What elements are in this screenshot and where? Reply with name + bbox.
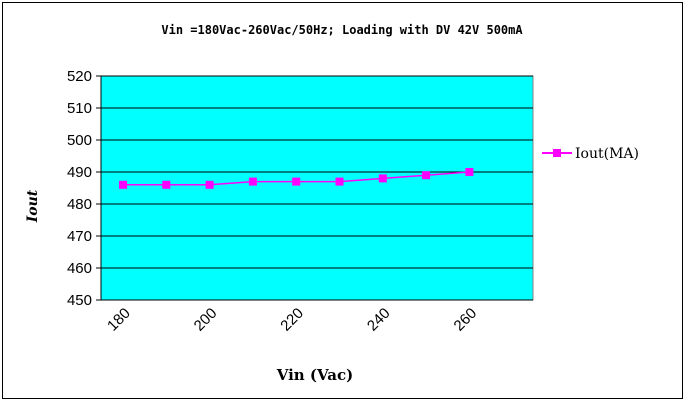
x-tick-label: 180 [104,305,134,335]
legend-label: Iout(MA) [575,146,639,162]
y-tick-label: 460 [67,260,92,277]
x-tick-label: 260 [451,305,481,335]
chart: Vin =180Vac-260Vac/50Hz; Loading with DV… [25,23,639,384]
data-point [248,177,257,186]
data-point [119,180,127,189]
data-point [465,168,474,176]
plot-area [100,75,534,301]
y-tick-label: 510 [67,100,92,117]
y-tick-label: 470 [67,228,92,245]
chart-title: Vin =180Vac-260Vac/50Hz; Loading with DV… [161,23,523,37]
chart-frame: Vin =180Vac-260Vac/50Hz; Loading with DV… [2,2,683,399]
y-axis-label: Iout [25,189,41,223]
grid-lines [100,75,533,301]
data-point [162,180,171,189]
legend: Iout(MA) [542,146,639,162]
y-tick-label: 450 [67,292,92,309]
y-axis-ticks: 450 460 470 480 490 500 510 520 [67,68,101,309]
x-tick-label: 240 [364,305,394,335]
legend-marker [553,149,561,157]
x-tick-label: 220 [277,305,307,335]
x-axis-label: Vin (Vac) [276,366,354,384]
data-point [422,171,431,180]
series-iout [119,168,474,189]
data-point [335,177,344,186]
data-point [378,174,387,183]
data-point [205,180,214,189]
data-point [292,177,301,186]
y-tick-label: 480 [67,196,92,213]
y-tick-label: 490 [67,164,92,181]
y-tick-label: 520 [67,68,92,85]
x-axis-ticks: 180 200 220 240 260 [104,305,480,335]
x-tick-label: 200 [191,305,221,335]
y-tick-label: 500 [67,132,92,149]
